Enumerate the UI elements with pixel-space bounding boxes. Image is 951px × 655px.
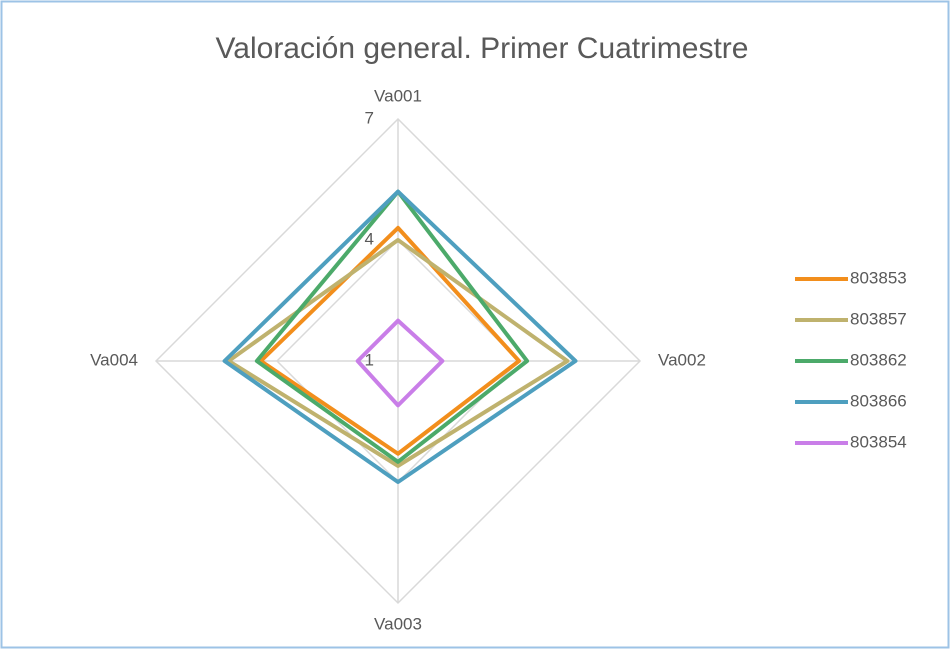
r-tick-label: 7 bbox=[365, 108, 374, 127]
series-line bbox=[355, 318, 445, 408]
axis-label: Va002 bbox=[658, 350, 706, 369]
legend-label: 803866 bbox=[850, 391, 907, 410]
legend-label: 803854 bbox=[850, 432, 907, 451]
r-tick-label: 1 bbox=[365, 350, 374, 369]
legend-label: 803862 bbox=[850, 350, 907, 369]
series-line bbox=[222, 189, 578, 484]
axis-label: Va004 bbox=[90, 350, 138, 369]
axis-label: Va003 bbox=[374, 614, 422, 633]
series-line bbox=[226, 238, 570, 468]
legend-label: 803853 bbox=[850, 268, 907, 287]
chart-title: Valoración general. Primer Cuatrimestre bbox=[216, 32, 749, 65]
axis-label: Va001 bbox=[374, 86, 422, 105]
legend-label: 803857 bbox=[850, 309, 907, 328]
series-line bbox=[258, 225, 521, 456]
series-line bbox=[254, 189, 530, 464]
r-tick-label: 4 bbox=[365, 229, 374, 248]
